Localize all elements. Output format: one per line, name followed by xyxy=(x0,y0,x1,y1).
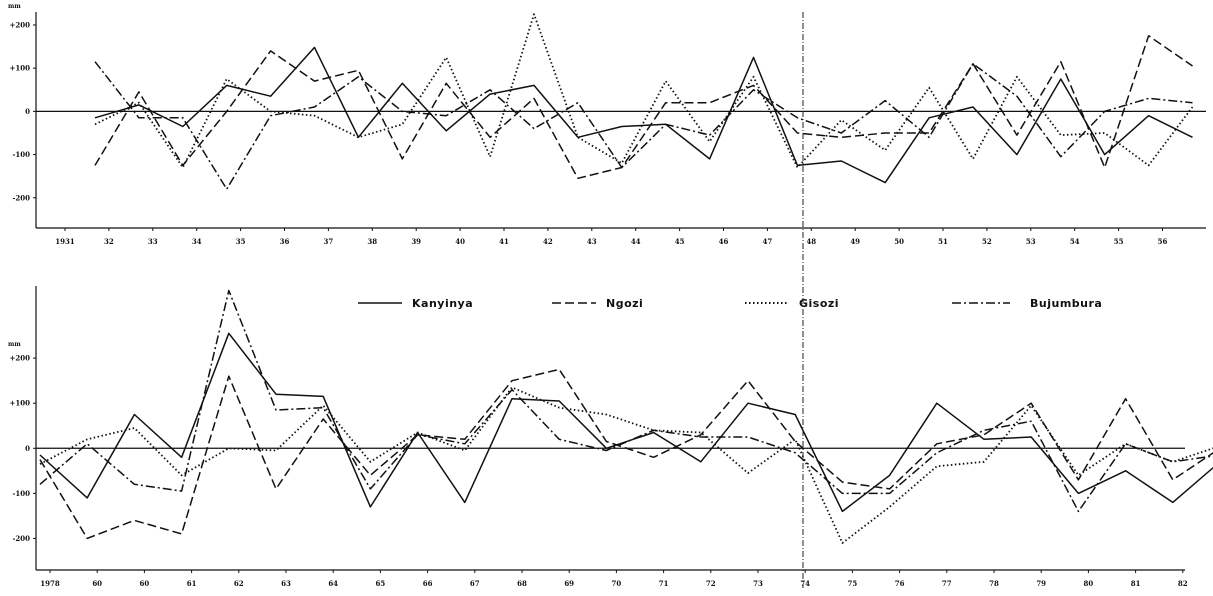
x-tick-label: 40 xyxy=(455,237,465,246)
series-line-gisozi xyxy=(94,13,1194,169)
series-line-gisozi xyxy=(39,386,1213,544)
x-tick-label: 43 xyxy=(587,237,597,246)
x-tick-label: 49 xyxy=(850,237,860,246)
y-tick-label: -200 xyxy=(12,534,30,543)
legend-label-gisozi: Gisozi xyxy=(799,297,839,310)
x-tick-label: 67 xyxy=(470,579,480,588)
legend: Kanyinya Ngozi Gisozi Bujumbura xyxy=(358,297,1102,310)
x-tick-label: 61 xyxy=(187,579,197,588)
x-tick-label: 81 xyxy=(1131,579,1141,588)
x-tick-label: 35 xyxy=(236,237,246,246)
series-line-kanyinya xyxy=(39,332,1213,513)
y-tick-label: -200 xyxy=(12,193,30,202)
x-tick-label: 65 xyxy=(376,579,386,588)
x-tick-label: 36 xyxy=(280,237,290,246)
x-tick-label: 47 xyxy=(763,237,773,246)
x-tick-label: 38 xyxy=(367,237,377,246)
x-tick-label: 70 xyxy=(612,579,622,588)
x-tick-label: 33 xyxy=(148,237,158,246)
y-unit-label: mm xyxy=(8,3,21,10)
legend-label-bujumbura: Bujumbura xyxy=(1030,297,1102,310)
x-tick-label: 46 xyxy=(719,237,729,246)
x-tick-label: 42 xyxy=(543,237,553,246)
x-tick-label: 64 xyxy=(328,579,338,588)
x-tick-label: 69 xyxy=(564,579,574,588)
series-line-ngozi xyxy=(39,368,1213,540)
x-tick-label: 1931 xyxy=(55,237,75,246)
y-tick-label: +200 xyxy=(10,354,31,363)
x-tick-label: 37 xyxy=(324,237,334,246)
series-line-bujumbura xyxy=(94,61,1193,190)
x-tick-label: 41 xyxy=(499,237,509,246)
y-tick-label: +200 xyxy=(10,20,31,29)
x-tick-label: 79 xyxy=(1036,579,1046,588)
x-tick-label: 32 xyxy=(104,237,114,246)
x-tick-label: 71 xyxy=(659,579,669,588)
x-tick-label: 63 xyxy=(281,579,291,588)
x-tick-label: 62 xyxy=(234,579,244,588)
legend-label-ngozi: Ngozi xyxy=(606,297,643,310)
y-tick-label: -100 xyxy=(12,489,30,498)
x-tick-label: 77 xyxy=(942,579,952,588)
x-tick-label: 60 xyxy=(92,579,102,588)
x-tick-label: 53 xyxy=(1026,237,1036,246)
x-tick-label: 51 xyxy=(938,237,948,246)
x-tick-label: 78 xyxy=(989,579,999,588)
x-tick-label: 56 xyxy=(1158,237,1168,246)
bottom-panel: mm +200 +100 0 -100 -200 1978 60 60 61 62 63 64 65 66 6… xyxy=(8,286,1213,588)
x-tick-label: 44 xyxy=(631,237,641,246)
y-tick-label: -100 xyxy=(12,150,30,159)
y-tick-label: 0 xyxy=(25,107,30,116)
x-tick-label: 68 xyxy=(517,579,527,588)
x-tick-label: 34 xyxy=(192,237,202,246)
x-tick-label: 74 xyxy=(800,579,810,588)
x-tick-label: 80 xyxy=(1084,579,1094,588)
y-unit-label: mm xyxy=(8,341,21,348)
series-line-bujumbura xyxy=(39,289,1213,513)
x-tick-label: 1978 xyxy=(40,579,60,588)
x-tick-label: 60 xyxy=(140,579,150,588)
y-tick-label: +100 xyxy=(10,399,31,408)
x-tick-label: 50 xyxy=(894,237,904,246)
series-line-ngozi xyxy=(94,35,1193,180)
x-tick-label: 76 xyxy=(895,579,905,588)
y-tick-label: 0 xyxy=(25,444,30,453)
y-tick-label: +100 xyxy=(10,64,31,73)
series-line-kanyinya xyxy=(94,46,1193,184)
x-tick-label: 45 xyxy=(675,237,685,246)
x-tick-label: 54 xyxy=(1070,237,1080,246)
x-tick-label: 55 xyxy=(1114,237,1124,246)
x-tick-label: 73 xyxy=(753,579,763,588)
x-tick-label: 66 xyxy=(423,579,433,588)
top-panel: mm +200 +100 0 -100 -200 1931 32 33 34 35 36 37 38 39 4… xyxy=(8,3,1206,246)
x-tick-label: 39 xyxy=(411,237,421,246)
x-tick-label: 48 xyxy=(806,237,816,246)
legend-label-kanyinya: Kanyinya xyxy=(412,297,473,310)
x-tick-label: 82 xyxy=(1178,579,1188,588)
x-tick-label: 52 xyxy=(982,237,992,246)
x-tick-label: 72 xyxy=(706,579,716,588)
x-tick-label: 75 xyxy=(848,579,858,588)
